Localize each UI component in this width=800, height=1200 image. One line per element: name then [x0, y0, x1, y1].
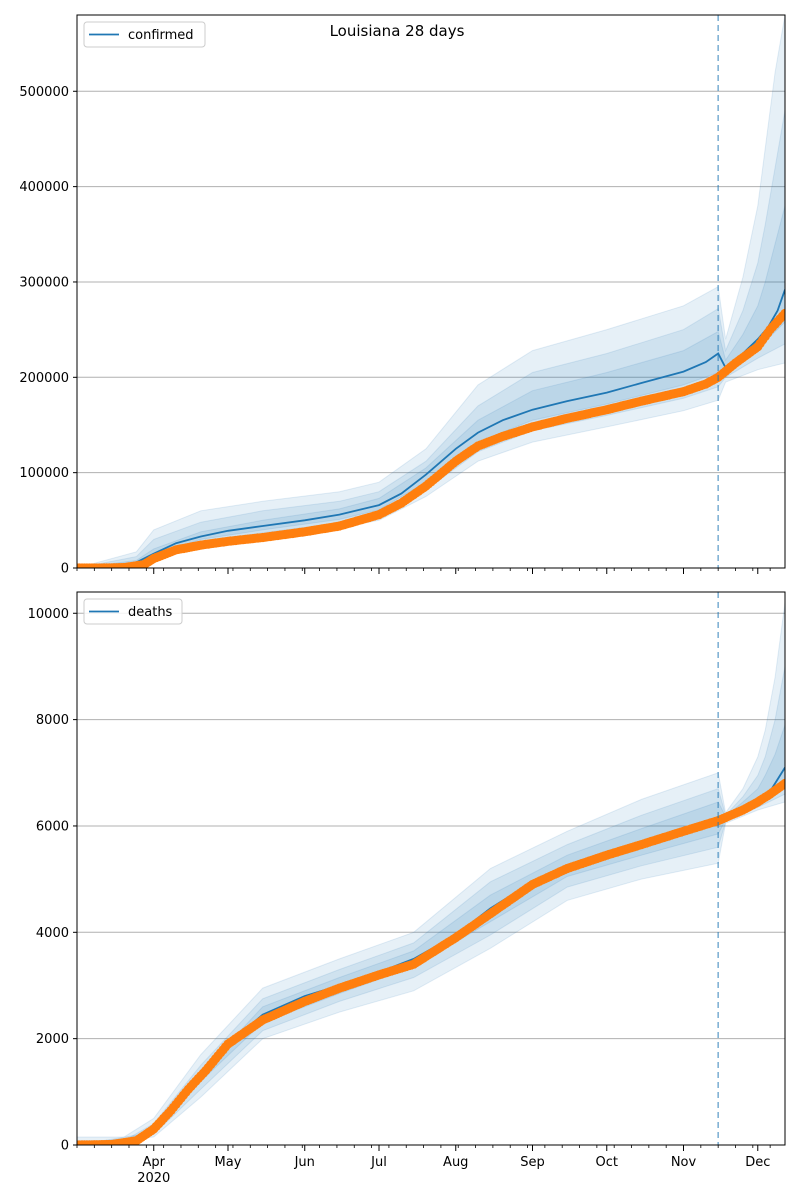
y-tick-label: 500000: [19, 85, 69, 100]
x-tick-label: Jun: [294, 1155, 315, 1170]
legend-box: [83, 21, 206, 48]
uncertainty-band-1: [77, 602, 785, 1145]
plot-area: [77, 602, 785, 1145]
plot-area: [77, 15, 785, 568]
x-tick-label: Sep: [520, 1155, 545, 1170]
uncertainty-band-2: [77, 110, 785, 568]
y-tick-label: 6000: [36, 819, 69, 834]
legend: deaths: [83, 598, 183, 625]
x-tick-label: Jul: [370, 1155, 387, 1170]
legend: confirmed: [83, 21, 206, 48]
x-year-label: 2020: [137, 1171, 170, 1186]
confirmed-panel: 0 100000 200000 300000 400000 500000 confirmed: [19, 14, 786, 577]
x-tick-label: May: [215, 1155, 242, 1170]
axes-frame: [76, 14, 786, 569]
y-tick-label: 10000: [28, 607, 69, 622]
y-tick-label: 400000: [19, 180, 69, 195]
uncertainty-band-3: [77, 205, 785, 568]
axes-frame: [76, 591, 786, 1146]
y-tick-label: 0: [61, 562, 69, 577]
x-tick-label: Aug: [443, 1155, 468, 1170]
y-tick-label: 8000: [36, 713, 69, 728]
legend-label: confirmed: [128, 28, 194, 43]
observed-series: [77, 308, 785, 568]
uncertainty-band-2: [77, 666, 785, 1145]
observed-point: [780, 308, 785, 318]
y-tick-label: 200000: [19, 371, 69, 386]
legend-box: [83, 598, 183, 625]
x-tick-label: Apr: [142, 1155, 165, 1170]
y-tick-label: 4000: [36, 926, 69, 941]
y-tick-label: 300000: [19, 275, 69, 290]
observed-series: [77, 778, 785, 1145]
figure-title: Louisiana 28 days: [330, 22, 465, 40]
x-tick-label: Dec: [745, 1155, 770, 1170]
observed-point: [780, 778, 785, 788]
legend-label: deaths: [128, 605, 173, 620]
x-tick-label: Oct: [596, 1155, 618, 1170]
x-tick-label: Nov: [671, 1155, 697, 1170]
y-tick-label: 2000: [36, 1032, 69, 1047]
y-tick-label: 100000: [19, 466, 69, 481]
y-tick-label: 0: [61, 1139, 69, 1154]
